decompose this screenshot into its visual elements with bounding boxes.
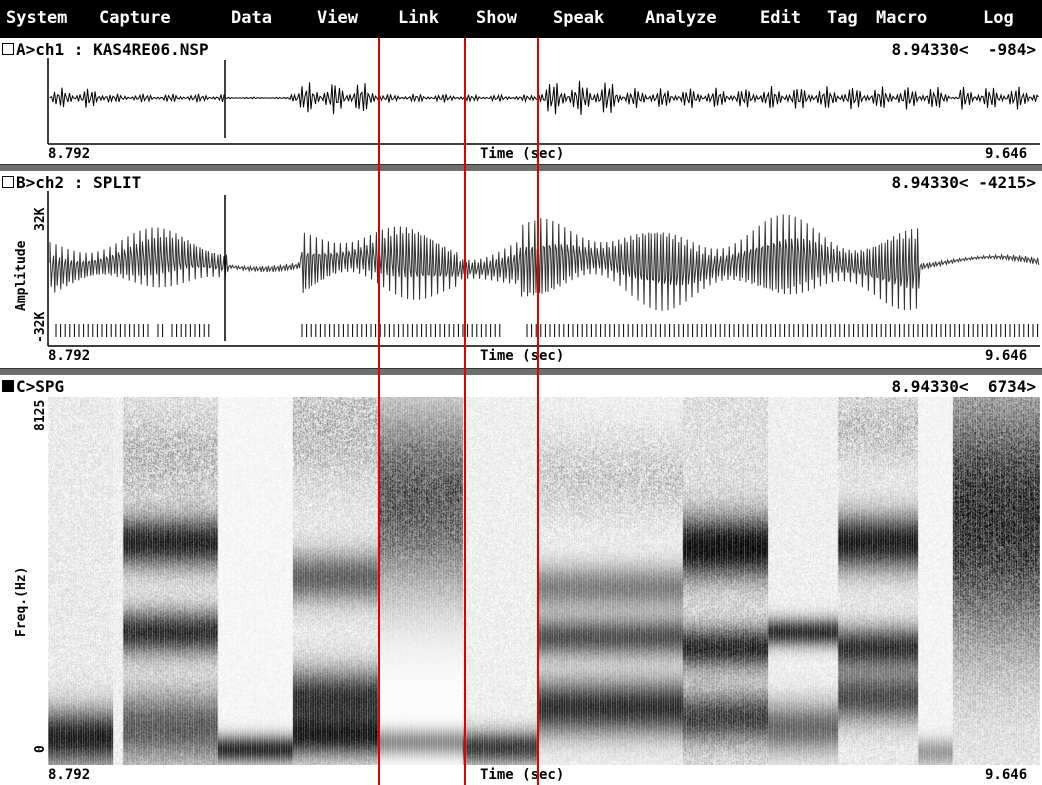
marker-line-1[interactable] <box>378 38 380 785</box>
spectrogram[interactable] <box>48 397 1040 765</box>
menu-link[interactable]: Link <box>398 8 439 28</box>
menu-bar: System Capture Data View Link Show Speak… <box>0 0 1042 38</box>
time-max-label: 9.646 <box>985 348 1027 364</box>
marker-line-3[interactable] <box>537 38 539 785</box>
cursor-time: 8.94330< <box>892 377 969 396</box>
menu-show[interactable]: Show <box>476 8 517 28</box>
time-max-label: 9.646 <box>985 146 1027 162</box>
menu-edit[interactable]: Edit <box>760 8 801 28</box>
menu-macro[interactable]: Macro <box>876 8 927 28</box>
panel-c[interactable]: C>SPG 8.94330< 6734> Freq.(Hz) 8125 0 8.… <box>0 375 1042 785</box>
time-min-label: 8.792 <box>48 767 90 783</box>
time-axis-label: Time (sec) <box>480 348 564 364</box>
amplitude-bottom-label: -32K <box>33 312 48 343</box>
menu-capture[interactable]: Capture <box>99 8 171 28</box>
cursor-value: 6734> <box>988 377 1036 396</box>
time-axis-label: Time (sec) <box>480 146 564 162</box>
panel-a[interactable]: A>ch1 : KAS4RE06.NSP 8.94330< -984> 8.79… <box>0 38 1042 164</box>
menu-tag[interactable]: Tag <box>827 8 858 28</box>
panel-c-cursor-readout: 8.94330< 6734> <box>892 377 1037 396</box>
amplitude-top-label: 32K <box>33 208 48 231</box>
menu-data[interactable]: Data <box>231 8 272 28</box>
menu-view[interactable]: View <box>317 8 358 28</box>
time-min-label: 8.792 <box>48 146 90 162</box>
marker-line-2[interactable] <box>464 38 466 785</box>
panel-b[interactable]: B>ch2 : SPLIT 8.94330< -4215> Amplitude … <box>0 171 1042 368</box>
frequency-axis-label: Freq.(Hz) <box>14 567 29 637</box>
panel-c-title: C>SPG <box>16 377 64 396</box>
menu-speak[interactable]: Speak <box>553 8 604 28</box>
menu-log[interactable]: Log <box>983 8 1014 28</box>
time-axis-label: Time (sec) <box>480 767 564 783</box>
menu-system[interactable]: System <box>6 8 67 28</box>
waveform-ch2[interactable] <box>0 171 1042 368</box>
panel-select-box[interactable] <box>2 380 14 392</box>
amplitude-axis-label: Amplitude <box>14 241 29 311</box>
menu-analyze[interactable]: Analyze <box>645 8 717 28</box>
time-min-label: 8.792 <box>48 348 90 364</box>
frequency-bottom-label: 0 <box>33 745 48 753</box>
frequency-top-label: 8125 <box>33 400 48 431</box>
time-max-label: 9.646 <box>985 767 1027 783</box>
